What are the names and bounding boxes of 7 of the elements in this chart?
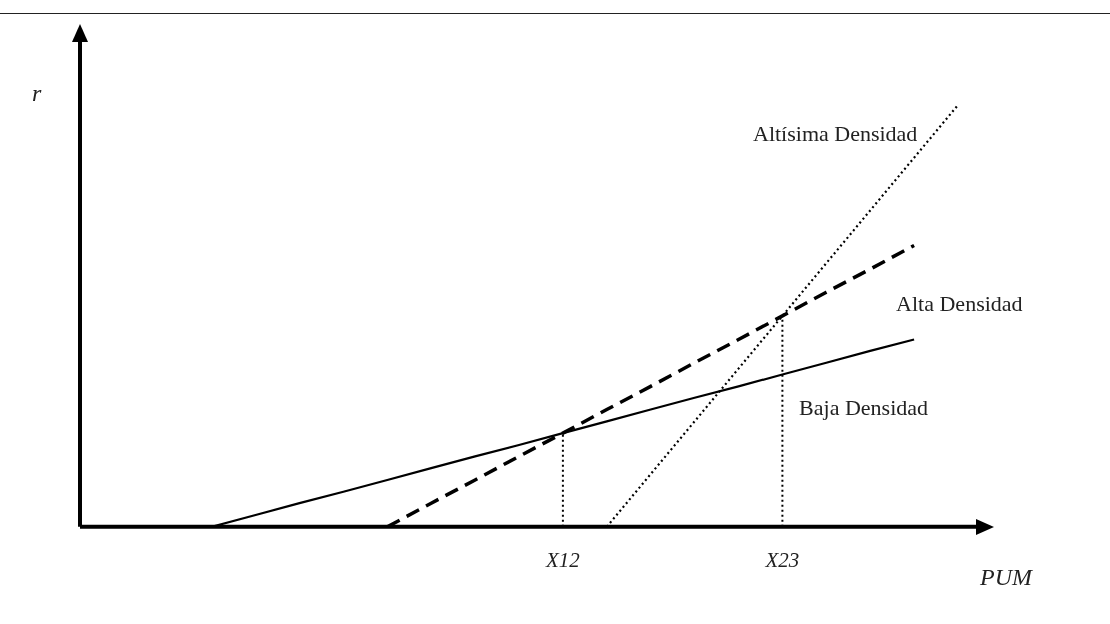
x-tick-label: X23 xyxy=(764,547,800,572)
series-label: Baja Densidad xyxy=(799,395,929,421)
series-label: Alta Densidad xyxy=(896,291,1023,317)
x-tick-label: X12 xyxy=(544,547,581,572)
x-axis-title: PUM xyxy=(979,564,1034,591)
y-axis-title: r xyxy=(32,80,42,107)
series-label: Altísima Densidad xyxy=(753,120,918,146)
